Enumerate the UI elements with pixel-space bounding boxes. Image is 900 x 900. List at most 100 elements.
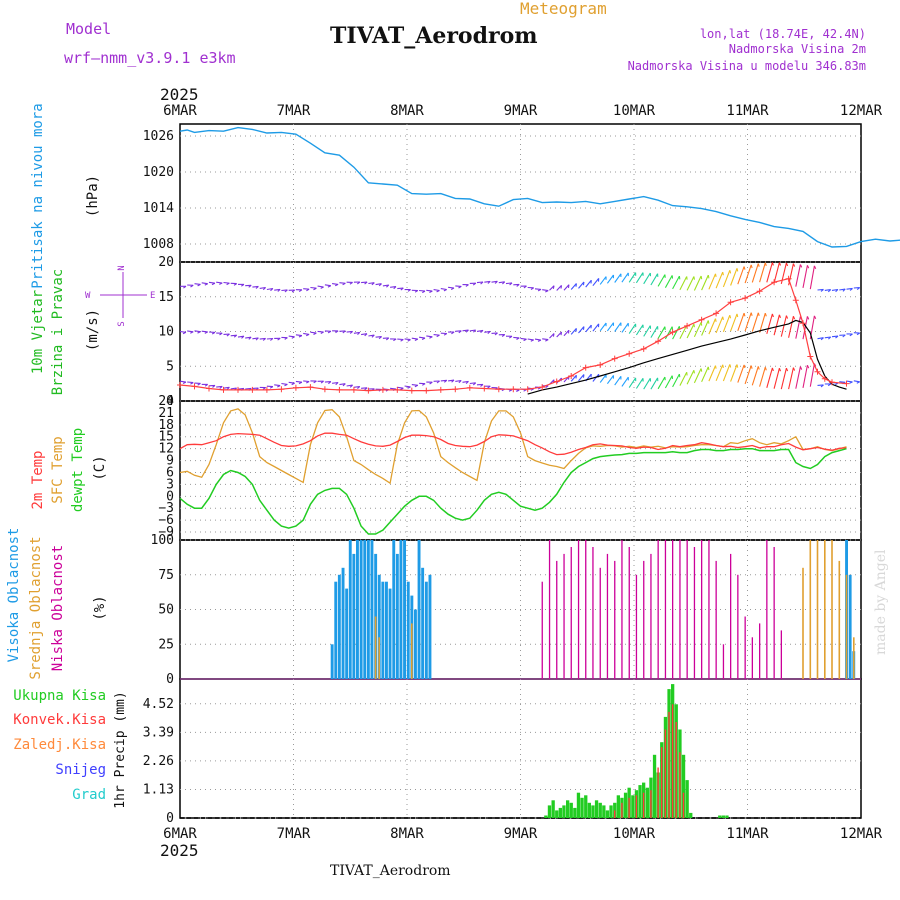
wind-arrow-head <box>714 273 717 278</box>
total-precip-bar <box>685 780 689 818</box>
total-precip-bar <box>558 807 562 818</box>
wind-gust-marker <box>191 383 198 390</box>
wind-arrow <box>216 281 223 284</box>
wind-arrow-head <box>487 385 491 389</box>
wind-arrow-head <box>306 381 310 384</box>
wind-arrow <box>549 285 555 291</box>
wind-arrow-head <box>835 289 839 293</box>
plot-layer: 6MAR 6MAR 7MAR 7MAR 8MAR 8MAR 9MAR 9MAR 10MAR 10M… <box>143 103 900 842</box>
x-tick-top: 10MAR <box>613 103 656 119</box>
wind-arrow <box>759 367 766 387</box>
wind-arrow <box>259 337 266 340</box>
wind-arrow-head <box>269 386 274 389</box>
wind-arrow <box>549 333 555 339</box>
wind-arrow <box>563 329 570 337</box>
wind-arrow <box>230 387 237 390</box>
total-precip-bar <box>594 800 599 818</box>
wind-gust-marker <box>452 386 459 393</box>
high-cloud-bar <box>417 540 421 679</box>
wind-arrow <box>722 270 731 288</box>
high-cloud-bar <box>337 574 341 680</box>
wind-arrow-head <box>757 312 760 316</box>
wind-arrow-head <box>451 331 455 335</box>
wind-arrow-head <box>182 331 187 335</box>
wind-gust-marker <box>263 386 270 393</box>
wind-gust-marker <box>350 386 357 393</box>
y-tick-wind: 15 <box>158 290 174 305</box>
wind-arrow <box>585 279 592 288</box>
wind-arrow-head <box>320 286 324 289</box>
wind-arrow-head <box>792 367 796 371</box>
wind-arrow-head <box>458 330 462 334</box>
wind-arrow <box>469 382 476 385</box>
total-precip-bar <box>725 815 729 818</box>
wind-arrow-head <box>270 288 274 292</box>
wind-gust-marker <box>792 297 799 304</box>
total-precip-bar <box>631 795 635 818</box>
wind-arrow-head <box>219 332 223 336</box>
x-tick-top: 12MAR <box>840 103 883 119</box>
wind-arrow <box>614 273 622 283</box>
wind-arrow-head <box>356 281 361 285</box>
wind-arrow-head <box>799 366 803 370</box>
wind-arrow-head <box>757 263 760 267</box>
y-tick-temperature: 18 <box>158 418 174 433</box>
wind-arrow <box>498 281 505 284</box>
y-tick-temperature: 24 <box>158 394 174 409</box>
y-tick-wind: 20 <box>158 255 174 270</box>
wind-arrow <box>245 336 252 339</box>
wind-arrow-head <box>248 336 252 340</box>
low-cloud-bar <box>664 540 667 679</box>
wind-arrow-head <box>364 387 368 391</box>
y-tick-temperature: −3 <box>158 501 174 516</box>
wind-arrow-head <box>270 338 274 341</box>
wind-gust-marker <box>814 368 821 375</box>
conv-precip-bar <box>657 767 659 818</box>
wind-arrow <box>693 322 702 338</box>
wind-arrow <box>715 364 724 382</box>
wind-arrow <box>664 275 673 288</box>
conv-precip-bar <box>679 752 681 818</box>
wind-gust-marker <box>235 386 241 393</box>
mid-cloud-bar <box>802 567 804 679</box>
wind-arrow-head <box>736 268 739 272</box>
wind-gust-marker <box>568 373 575 379</box>
wind-arrow-head <box>422 383 426 386</box>
wind-arrow-head <box>183 285 187 289</box>
wind-arrow <box>303 288 310 290</box>
wind-arrow-head <box>241 335 245 339</box>
wind-arrow-head <box>320 380 324 384</box>
wind-arrow-head <box>204 331 208 334</box>
wind-arrow <box>643 272 651 285</box>
wind-arrow <box>476 281 484 284</box>
wind-arrow <box>310 331 317 334</box>
wind-gust-marker <box>510 386 517 393</box>
wind-gust-marker <box>336 386 343 393</box>
wind-arrow-head <box>465 329 469 333</box>
wind-arrow <box>324 284 331 287</box>
wind-arrow <box>679 276 688 291</box>
wind-arrow-head <box>291 289 296 293</box>
cloud-axis-unit: (%) <box>92 595 108 620</box>
x-tick-bottom: 10MAR <box>613 826 656 842</box>
x-tick-bottom: 11MAR <box>726 826 769 842</box>
wind-arrow <box>635 272 644 284</box>
wind-arrow-head <box>443 333 448 336</box>
wind-arrow-head <box>349 384 353 388</box>
wind-arrow-head <box>806 265 810 269</box>
wind-arrow <box>635 324 644 336</box>
y-tick-precip: 0 <box>166 811 174 826</box>
wind-arrow-head <box>320 331 324 334</box>
wind-arrow <box>505 282 513 285</box>
wind-arrow <box>455 379 462 382</box>
wind-arrow-head <box>700 322 703 326</box>
wind-arrow-head <box>771 367 774 372</box>
wind-arrow <box>317 285 324 288</box>
wind-arrow-head <box>233 283 237 286</box>
wind-arrow <box>433 334 440 336</box>
wind-arrow-head <box>190 382 194 385</box>
y-tick-temperature: 15 <box>158 430 174 445</box>
y-tick-precip: 4.52 <box>143 697 174 712</box>
wind-arrow-head <box>306 288 310 292</box>
wind-arrow-head <box>443 289 447 292</box>
